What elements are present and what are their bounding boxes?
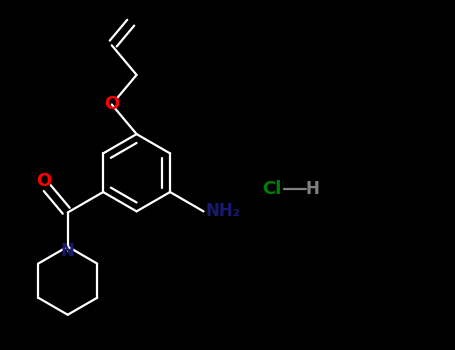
- Text: O: O: [36, 172, 51, 190]
- Text: N: N: [61, 242, 75, 260]
- Text: H: H: [306, 180, 319, 198]
- Text: O: O: [104, 96, 119, 113]
- Text: NH₂: NH₂: [206, 202, 241, 220]
- Text: Cl: Cl: [262, 180, 281, 198]
